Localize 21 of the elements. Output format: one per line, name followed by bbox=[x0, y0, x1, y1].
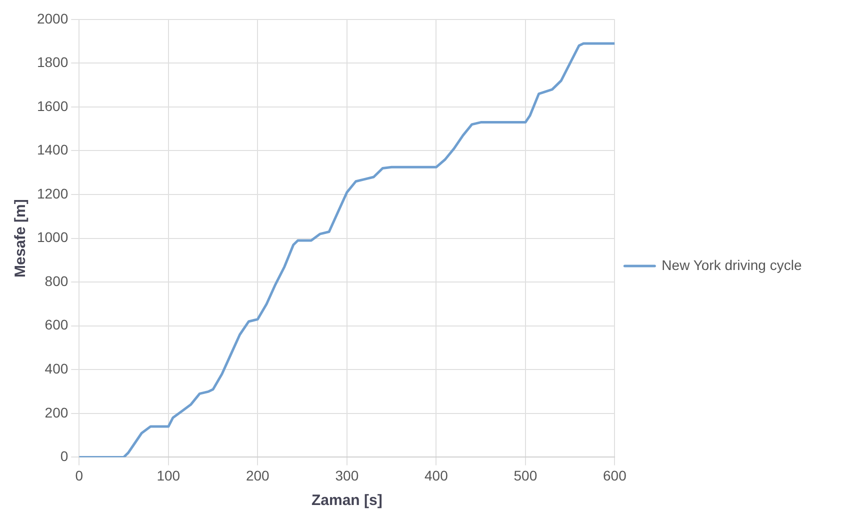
y-tick-label: 0 bbox=[60, 448, 68, 464]
y-tick-label: 1200 bbox=[36, 185, 68, 202]
y-tick-label: 1400 bbox=[36, 142, 68, 158]
y-tick-label: 1000 bbox=[36, 229, 68, 246]
y-tick-label: 200 bbox=[44, 404, 68, 420]
x-tick-label: 400 bbox=[424, 467, 448, 484]
y-axis-title: Mesafe [m] bbox=[12, 199, 30, 278]
x-tick-label: 100 bbox=[156, 467, 180, 484]
x-axis-title: Zaman [s] bbox=[311, 492, 382, 510]
y-tick-label: 800 bbox=[44, 272, 68, 289]
y-tick-label: 600 bbox=[44, 316, 68, 333]
x-tick-label: 200 bbox=[246, 467, 270, 484]
x-tick-label: 600 bbox=[603, 467, 627, 484]
y-tick-label: 400 bbox=[44, 360, 68, 376]
legend-label: New York driving cycle bbox=[662, 256, 802, 273]
x-tick-label: 300 bbox=[335, 467, 359, 484]
y-tick-label: 1800 bbox=[36, 54, 68, 70]
y-tick-label: 1600 bbox=[36, 98, 68, 114]
x-tick-label: 500 bbox=[514, 467, 538, 484]
x-tick-label: 0 bbox=[75, 467, 84, 484]
y-tick-label: 2000 bbox=[36, 10, 68, 26]
